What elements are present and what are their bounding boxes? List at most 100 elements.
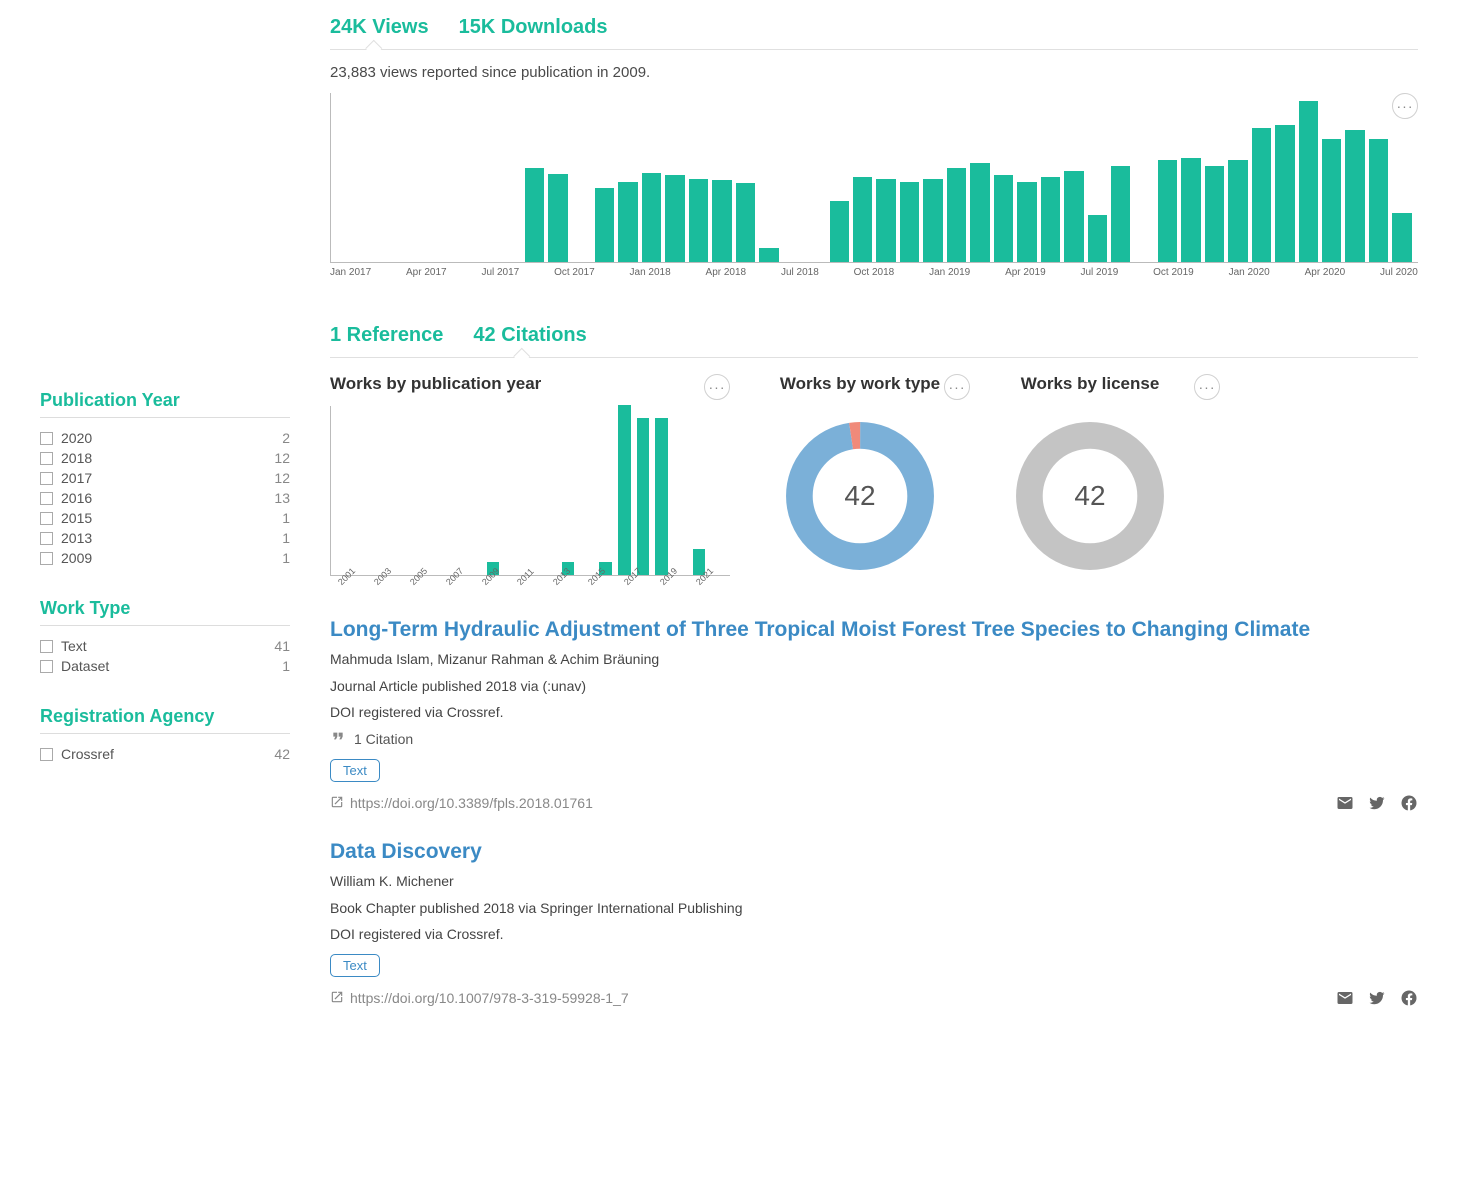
external-link-icon <box>330 990 344 1007</box>
work-type-badge[interactable]: Text <box>330 759 380 782</box>
views-chart: ··· Jan 2017Apr 2017Jul 2017Oct 2017Jan … <box>330 93 1418 278</box>
filter-option[interactable]: 20202 <box>40 428 290 448</box>
filter-label: 2013 <box>61 530 282 546</box>
filter-count: 1 <box>282 550 290 566</box>
x-tick: Oct 2018 <box>854 267 895 278</box>
filter-count: 41 <box>274 638 290 654</box>
bar <box>637 418 650 575</box>
work-type-badge[interactable]: Text <box>330 954 380 977</box>
chart-menu-icon[interactable]: ··· <box>944 374 970 400</box>
bar <box>970 163 989 262</box>
entry-title-link[interactable]: Long-Term Hydraulic Adjustment of Three … <box>330 616 1418 643</box>
bar <box>1017 182 1036 262</box>
checkbox-icon[interactable] <box>40 660 53 673</box>
citation-charts-row: Works by publication year ··· 2001200320… <box>330 374 1418 590</box>
bar <box>1181 158 1200 262</box>
citation-tabs: 1 Reference 42 Citations <box>330 318 1418 358</box>
bar <box>1111 166 1130 262</box>
email-icon[interactable] <box>1336 989 1354 1007</box>
bar <box>1275 125 1294 262</box>
donut-center-text: 42 <box>1074 480 1105 512</box>
citation-entry: Data Discovery William K. Michener Book … <box>330 838 1418 1007</box>
checkbox-icon[interactable] <box>40 640 53 653</box>
doi-link[interactable]: https://doi.org/10.1007/978-3-319-59928-… <box>330 990 1336 1007</box>
entry-authors: Mahmuda Islam, Mizanur Rahman & Achim Br… <box>330 649 1418 669</box>
tab-citations[interactable]: 42 Citations <box>473 318 586 357</box>
works-by-year-chart: Works by publication year ··· 2001200320… <box>330 374 730 590</box>
bar <box>1252 128 1271 262</box>
filter-section: Registration Agency Crossref42 <box>40 706 290 764</box>
bar <box>1158 160 1177 262</box>
bar <box>548 174 567 262</box>
bar <box>618 182 637 262</box>
views-caption: 23,883 views reported since publication … <box>330 64 1418 81</box>
tab-downloads[interactable]: 15K Downloads <box>459 10 608 49</box>
bar <box>642 173 661 262</box>
bar <box>1392 213 1411 262</box>
filter-count: 1 <box>282 530 290 546</box>
filter-label: 2009 <box>61 550 282 566</box>
checkbox-icon[interactable] <box>40 512 53 525</box>
bar <box>689 179 708 262</box>
bar <box>853 177 872 262</box>
checkbox-icon[interactable] <box>40 492 53 505</box>
tab-references[interactable]: 1 Reference <box>330 318 443 357</box>
works-by-license-chart: Works by license ··· 42 <box>990 374 1190 590</box>
checkbox-icon[interactable] <box>40 472 53 485</box>
x-tick: Oct 2017 <box>554 267 595 278</box>
twitter-icon[interactable] <box>1368 794 1386 812</box>
bar <box>1322 139 1341 262</box>
filter-option[interactable]: 201613 <box>40 488 290 508</box>
chart-menu-icon[interactable]: ··· <box>704 374 730 400</box>
entry-authors: William K. Michener <box>330 871 1418 891</box>
chart-menu-icon[interactable]: ··· <box>1194 374 1220 400</box>
chart-title: Works by license <box>990 374 1190 394</box>
filter-count: 12 <box>274 470 290 486</box>
doi-link[interactable]: https://doi.org/10.3389/fpls.2018.01761 <box>330 795 1336 812</box>
filter-label: 2018 <box>61 450 274 466</box>
filter-label: Text <box>61 638 274 654</box>
filter-label: 2017 <box>61 470 274 486</box>
filter-count: 12 <box>274 450 290 466</box>
x-tick: Apr 2018 <box>706 267 747 278</box>
bar <box>876 179 895 262</box>
filter-count: 42 <box>274 746 290 762</box>
metrics-tabs: 24K Views 15K Downloads <box>330 10 1418 50</box>
bar <box>1345 130 1364 262</box>
filter-count: 13 <box>274 490 290 506</box>
x-tick: Oct 2019 <box>1153 267 1194 278</box>
filter-section-title: Registration Agency <box>40 706 290 734</box>
filter-section-title: Work Type <box>40 598 290 626</box>
twitter-icon[interactable] <box>1368 989 1386 1007</box>
citation-entry: Long-Term Hydraulic Adjustment of Three … <box>330 616 1418 812</box>
filter-option[interactable]: Text41 <box>40 636 290 656</box>
tab-views[interactable]: 24K Views <box>330 10 429 49</box>
checkbox-icon[interactable] <box>40 432 53 445</box>
entry-title-link[interactable]: Data Discovery <box>330 838 1418 865</box>
filter-option[interactable]: 20131 <box>40 528 290 548</box>
filter-option[interactable]: 20151 <box>40 508 290 528</box>
checkbox-icon[interactable] <box>40 452 53 465</box>
checkbox-icon[interactable] <box>40 532 53 545</box>
bar <box>525 168 544 262</box>
bar <box>900 182 919 262</box>
filter-option[interactable]: 20091 <box>40 548 290 568</box>
checkbox-icon[interactable] <box>40 552 53 565</box>
filter-option[interactable]: Dataset1 <box>40 656 290 676</box>
bar <box>1369 139 1388 262</box>
filter-option[interactable]: Crossref42 <box>40 744 290 764</box>
entry-registration: DOI registered via Crossref. <box>330 924 1418 944</box>
email-icon[interactable] <box>1336 794 1354 812</box>
bar <box>1205 166 1224 262</box>
filter-option[interactable]: 201812 <box>40 448 290 468</box>
checkbox-icon[interactable] <box>40 748 53 761</box>
filter-label: 2015 <box>61 510 282 526</box>
x-tick: Jul 2017 <box>481 267 519 278</box>
bar <box>994 175 1013 262</box>
quote-icon <box>330 728 346 749</box>
facebook-icon[interactable] <box>1400 989 1418 1007</box>
facebook-icon[interactable] <box>1400 794 1418 812</box>
bar <box>655 418 668 575</box>
filter-option[interactable]: 201712 <box>40 468 290 488</box>
bar <box>595 188 614 262</box>
